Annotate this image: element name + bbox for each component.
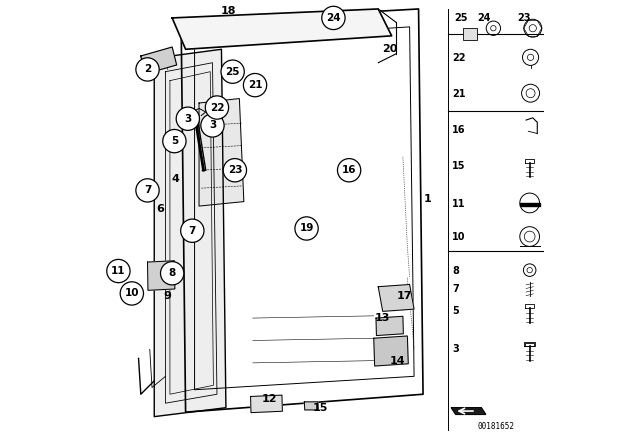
Polygon shape bbox=[520, 203, 540, 206]
Text: 5: 5 bbox=[452, 306, 459, 316]
Text: 7: 7 bbox=[452, 284, 459, 294]
Text: 24: 24 bbox=[477, 13, 491, 23]
Circle shape bbox=[107, 259, 130, 283]
Text: 00181652: 00181652 bbox=[477, 422, 515, 431]
Bar bbox=[463, 28, 477, 40]
Circle shape bbox=[180, 219, 204, 242]
Circle shape bbox=[201, 114, 224, 137]
Text: 11: 11 bbox=[111, 266, 125, 276]
Circle shape bbox=[176, 107, 200, 130]
Text: 12: 12 bbox=[262, 394, 278, 404]
Text: 19: 19 bbox=[300, 224, 314, 233]
Text: 24: 24 bbox=[326, 13, 340, 23]
Text: 7: 7 bbox=[144, 185, 151, 195]
Circle shape bbox=[223, 159, 246, 182]
Circle shape bbox=[161, 262, 184, 285]
Polygon shape bbox=[378, 284, 414, 311]
Text: 8: 8 bbox=[168, 268, 176, 278]
Circle shape bbox=[221, 60, 244, 83]
Text: 22: 22 bbox=[452, 53, 466, 63]
Polygon shape bbox=[141, 47, 177, 74]
Text: 18: 18 bbox=[220, 6, 236, 16]
Text: 9: 9 bbox=[164, 291, 172, 301]
Text: 1: 1 bbox=[424, 194, 431, 204]
Circle shape bbox=[136, 179, 159, 202]
Text: 14: 14 bbox=[389, 356, 405, 366]
Text: 13: 13 bbox=[375, 313, 390, 323]
Text: 3: 3 bbox=[452, 345, 459, 354]
Text: 23: 23 bbox=[228, 165, 242, 175]
Text: 15: 15 bbox=[452, 161, 466, 171]
Text: 8: 8 bbox=[452, 266, 459, 276]
Text: 10: 10 bbox=[452, 233, 466, 242]
Text: 5: 5 bbox=[171, 136, 178, 146]
Polygon shape bbox=[199, 99, 244, 206]
Text: 7: 7 bbox=[189, 226, 196, 236]
Polygon shape bbox=[374, 336, 408, 366]
Circle shape bbox=[243, 73, 267, 97]
Circle shape bbox=[322, 6, 345, 30]
Text: 6: 6 bbox=[156, 204, 164, 214]
Circle shape bbox=[337, 159, 361, 182]
Circle shape bbox=[136, 58, 159, 81]
Text: 20: 20 bbox=[381, 44, 397, 54]
Polygon shape bbox=[305, 402, 318, 410]
Polygon shape bbox=[148, 261, 175, 290]
Polygon shape bbox=[451, 408, 486, 414]
Circle shape bbox=[205, 96, 228, 119]
Circle shape bbox=[163, 129, 186, 153]
Text: 2: 2 bbox=[144, 65, 151, 74]
Text: 3: 3 bbox=[209, 121, 216, 130]
Polygon shape bbox=[251, 395, 282, 413]
Polygon shape bbox=[172, 9, 392, 49]
Text: 16: 16 bbox=[452, 125, 466, 135]
Text: 22: 22 bbox=[210, 103, 224, 112]
Polygon shape bbox=[376, 316, 403, 336]
Text: 25: 25 bbox=[225, 67, 240, 77]
Text: 23: 23 bbox=[517, 13, 531, 23]
Text: 15: 15 bbox=[312, 403, 328, 413]
Text: 21: 21 bbox=[452, 89, 466, 99]
Text: 10: 10 bbox=[125, 289, 139, 298]
Text: 3: 3 bbox=[184, 114, 191, 124]
Polygon shape bbox=[154, 49, 226, 417]
Text: 21: 21 bbox=[248, 80, 262, 90]
Text: 4: 4 bbox=[172, 174, 180, 184]
Text: 25: 25 bbox=[454, 13, 468, 23]
Text: 16: 16 bbox=[342, 165, 356, 175]
Text: 17: 17 bbox=[396, 291, 412, 301]
Text: 11: 11 bbox=[452, 199, 466, 209]
Circle shape bbox=[295, 217, 318, 240]
Circle shape bbox=[120, 282, 143, 305]
